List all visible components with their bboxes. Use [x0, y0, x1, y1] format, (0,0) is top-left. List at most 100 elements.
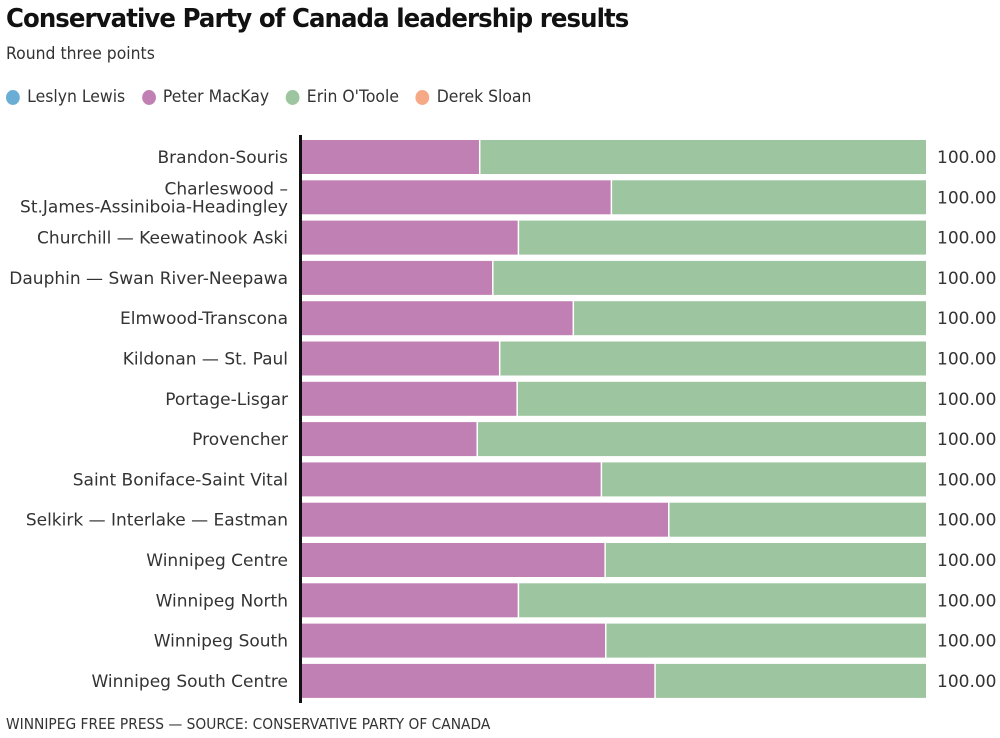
source-footer: WINNIPEG FREE PRESS — SOURCE: CONSERVATI… [6, 715, 491, 733]
legend-item: Erin O'Toole [285, 87, 399, 107]
bar-segment-erin-o-toole [602, 462, 926, 497]
category-label: Kildonan — St. Paul [123, 350, 288, 370]
category-label-line: Winnipeg North [156, 591, 288, 611]
bar-segment-peter-mackay [302, 502, 669, 537]
legend-swatch [415, 89, 430, 105]
bar-row: Winnipeg South 100.00 [154, 623, 996, 658]
bar-segment-erin-o-toole [612, 180, 926, 215]
bar-row: Provencher 100.00 [192, 422, 996, 457]
bar-segment-erin-o-toole [655, 663, 926, 698]
bar-segment-peter-mackay [302, 260, 493, 295]
total-value-label: 100.00 [937, 188, 996, 208]
category-label-line: Churchill — Keewatinook Aski [37, 229, 288, 249]
total-value-label: 100.00 [937, 309, 996, 329]
category-label-line: Charleswood – [165, 179, 289, 199]
legend-swatch [6, 89, 20, 105]
bar-segment-erin-o-toole [493, 260, 926, 295]
chart-title: Conservative Party of Canada leadership … [6, 4, 629, 34]
total-value-label: 100.00 [937, 430, 996, 450]
bar-segment-erin-o-toole [500, 341, 926, 376]
bar-segment-erin-o-toole [519, 583, 926, 618]
category-label: Winnipeg South [154, 632, 288, 652]
category-label: Winnipeg Centre [146, 551, 288, 571]
category-label-line: Brandon-Souris [158, 148, 289, 168]
category-label: Provencher [192, 430, 288, 450]
category-label-line: Selkirk — Interlake — Eastman [26, 511, 288, 531]
bar-segment-peter-mackay [302, 583, 518, 618]
category-label-line: Winnipeg South Centre [91, 672, 288, 692]
category-label-line: Provencher [192, 430, 288, 450]
bar-segment-erin-o-toole [517, 381, 926, 416]
category-label-line: Kildonan — St. Paul [123, 350, 288, 370]
category-label: Winnipeg North [156, 591, 288, 611]
bar-row: Kildonan — St. Paul 100.00 [123, 341, 996, 376]
legend-item: Leslyn Lewis [6, 87, 125, 107]
bar-row: Winnipeg Centre 100.00 [146, 543, 996, 577]
bar-segment-erin-o-toole [605, 543, 926, 577]
legend-label: Peter MacKay [162, 87, 270, 107]
bar-row: Dauphin — Swan River-Neepawa 100.00 [9, 260, 996, 295]
legend-label: Derek Sloan [436, 87, 532, 107]
category-label: Selkirk — Interlake — Eastman [26, 511, 288, 531]
bar-segment-erin-o-toole [669, 502, 926, 537]
bar-segment-erin-o-toole [519, 220, 926, 255]
legend-item: Peter MacKay [141, 87, 270, 107]
chart-subtitle: Round three points [6, 44, 155, 64]
bar-row: Winnipeg North 100.00 [156, 583, 996, 618]
bar-segment-peter-mackay [302, 623, 606, 658]
category-label-line: Winnipeg South [154, 632, 288, 652]
legend: Leslyn Lewis Peter MacKay Erin O'Toole Dere… [6, 87, 548, 107]
bar-row: Brandon-Souris 100.00 [158, 140, 996, 174]
bar-row: Elmwood-Transcona 100.00 [120, 301, 996, 336]
bar-segment-peter-mackay [302, 341, 499, 376]
category-label: Portage-Lisgar [165, 390, 288, 410]
bar-segment-peter-mackay [302, 663, 655, 698]
legend-swatch [141, 89, 156, 105]
category-label: Brandon-Souris [158, 148, 289, 168]
category-label: Charleswood – St.James-Assiniboia-Heading… [20, 179, 288, 217]
category-label-line: Winnipeg Centre [146, 551, 288, 571]
legend-swatch [285, 89, 300, 105]
bar-segment-erin-o-toole [606, 623, 926, 658]
category-label-line: Elmwood-Transcona [120, 309, 288, 329]
bar-segment-erin-o-toole [480, 140, 926, 174]
total-value-label: 100.00 [937, 470, 996, 490]
bar-segment-peter-mackay [302, 462, 601, 497]
category-label-line: Dauphin — Swan River-Neepawa [9, 269, 288, 289]
bar-row: Portage-Lisgar 100.00 [165, 381, 996, 416]
category-label: Saint Boniface-Saint Vital [73, 470, 288, 490]
total-value-label: 100.00 [937, 269, 996, 289]
bar-row: Churchill — Keewatinook Aski 100.00 [37, 220, 996, 255]
bar-segment-peter-mackay [302, 381, 517, 416]
total-value-label: 100.00 [937, 511, 996, 531]
total-value-label: 100.00 [937, 390, 996, 410]
legend-label: Leslyn Lewis [27, 87, 126, 107]
total-value-label: 100.00 [937, 350, 996, 370]
category-label-line: St.James-Assiniboia-Headingley [20, 197, 288, 217]
total-value-label: 100.00 [937, 551, 996, 571]
bar-segment-peter-mackay [302, 301, 573, 336]
legend-item: Derek Sloan [415, 87, 532, 107]
total-value-label: 100.00 [937, 632, 996, 652]
bar-row: Saint Boniface-Saint Vital 100.00 [73, 462, 996, 497]
total-value-label: 100.00 [937, 672, 996, 692]
bar-segment-erin-o-toole [477, 422, 926, 457]
category-label: Winnipeg South Centre [91, 672, 288, 692]
total-value-label: 100.00 [937, 591, 996, 611]
legend-label: Erin O'Toole [306, 87, 399, 107]
total-value-label: 100.00 [937, 148, 996, 168]
bar-segment-peter-mackay [302, 422, 477, 457]
category-label-line: Saint Boniface-Saint Vital [73, 470, 288, 490]
category-label: Elmwood-Transcona [120, 309, 288, 329]
bar-row: Winnipeg South Centre 100.00 [91, 663, 996, 698]
bar-segment-peter-mackay [302, 140, 479, 174]
total-value-label: 100.00 [937, 229, 996, 249]
bar-segment-peter-mackay [302, 220, 518, 255]
bar-segment-erin-o-toole [574, 301, 926, 336]
bar-row: Charleswood – St.James-Assiniboia-Heading… [20, 179, 996, 217]
category-label: Churchill — Keewatinook Aski [37, 229, 288, 249]
category-label-line: Portage-Lisgar [165, 390, 288, 410]
bar-segment-peter-mackay [302, 180, 611, 215]
bar-row: Selkirk — Interlake — Eastman 100.00 [26, 502, 996, 537]
